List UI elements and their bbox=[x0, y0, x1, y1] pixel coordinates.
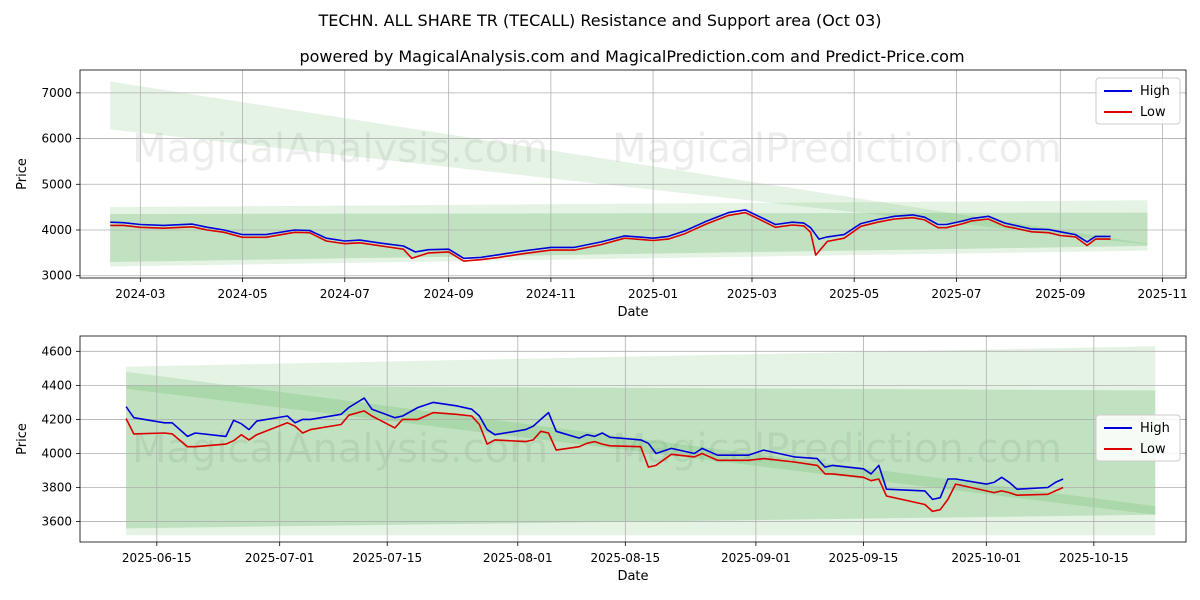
watermark-text: MagicalAnalysis.com bbox=[132, 126, 548, 172]
panel-bottom: MagicalAnalysis.com MagicalPrediction.com… bbox=[15, 335, 1187, 584]
y-tick-label: 3600 bbox=[41, 515, 72, 529]
y-tick-label: 6000 bbox=[41, 132, 72, 146]
legend-label-high: High bbox=[1140, 421, 1170, 436]
y-tick-label: 4600 bbox=[41, 344, 72, 358]
y-tick-label: 4200 bbox=[41, 412, 72, 426]
x-tick-label: 2025-06-15 bbox=[122, 551, 192, 565]
legend-label-high: High bbox=[1140, 84, 1170, 99]
watermark-text: MagicalPrediction.com bbox=[612, 126, 1062, 172]
x-tick-label: 2025-09-01 bbox=[721, 551, 791, 565]
x-tick-label: 2025-01 bbox=[628, 287, 678, 301]
x-tick-label: 2025-08-15 bbox=[590, 551, 660, 565]
series-line-high bbox=[110, 209, 1111, 260]
x-tick-label: 2025-09-15 bbox=[829, 551, 899, 565]
support-resistance-band bbox=[110, 212, 1148, 262]
x-tick-label: 2024-07 bbox=[320, 287, 370, 301]
legend-label-low: Low bbox=[1140, 105, 1166, 120]
legend-label-low: Low bbox=[1140, 442, 1166, 457]
x-axis-label: Date bbox=[617, 305, 648, 320]
plot-frame bbox=[79, 69, 1187, 279]
x-tick-label: 2025-07-15 bbox=[352, 551, 422, 565]
series-line-low bbox=[125, 410, 1064, 513]
y-tick-label: 4400 bbox=[41, 378, 72, 392]
x-tick-label: 2025-08-01 bbox=[483, 551, 553, 565]
y-axis-label: Price bbox=[15, 158, 30, 190]
watermark-text: MagicalPrediction.com bbox=[612, 426, 1062, 472]
y-tick-label: 4000 bbox=[41, 223, 72, 237]
support-resistance-band bbox=[126, 371, 1156, 515]
x-tick-label: 2025-10-01 bbox=[951, 551, 1021, 565]
x-tick-label: 2025-09 bbox=[1035, 287, 1085, 301]
x-tick-label: 2024-03 bbox=[115, 287, 165, 301]
plot-frame bbox=[79, 335, 1187, 543]
y-tick-label: 3800 bbox=[41, 481, 72, 495]
x-axis-label: Date bbox=[617, 569, 648, 584]
x-tick-label: 2025-03 bbox=[727, 287, 777, 301]
chart-title: TECHN. ALL SHARE TR (TECALL) Resistance … bbox=[317, 11, 881, 30]
y-tick-label: 4000 bbox=[41, 446, 72, 460]
x-tick-label: 2025-11 bbox=[1137, 287, 1187, 301]
y-tick-label: 7000 bbox=[41, 86, 72, 100]
y-tick-label: 5000 bbox=[41, 177, 72, 191]
support-resistance-band bbox=[110, 81, 1148, 245]
x-tick-label: 2025-07 bbox=[931, 287, 981, 301]
x-tick-label: 2025-07-01 bbox=[245, 551, 315, 565]
series-line-low bbox=[110, 211, 1111, 262]
chart-subtitle: powered by MagicalAnalysis.com and Magic… bbox=[299, 47, 964, 66]
y-axis-label: Price bbox=[15, 423, 30, 455]
x-tick-label: 2024-05 bbox=[217, 287, 267, 301]
panel-top: MagicalAnalysis.com MagicalPrediction.com… bbox=[15, 69, 1188, 320]
x-tick-label: 2025-10-15 bbox=[1059, 551, 1129, 565]
y-tick-label: 3000 bbox=[41, 269, 72, 283]
x-tick-label: 2024-09 bbox=[424, 287, 474, 301]
x-tick-label: 2025-05 bbox=[829, 287, 879, 301]
x-tick-label: 2024-11 bbox=[526, 287, 576, 301]
series-line-high bbox=[125, 397, 1064, 501]
support-resistance-band bbox=[126, 385, 1156, 529]
